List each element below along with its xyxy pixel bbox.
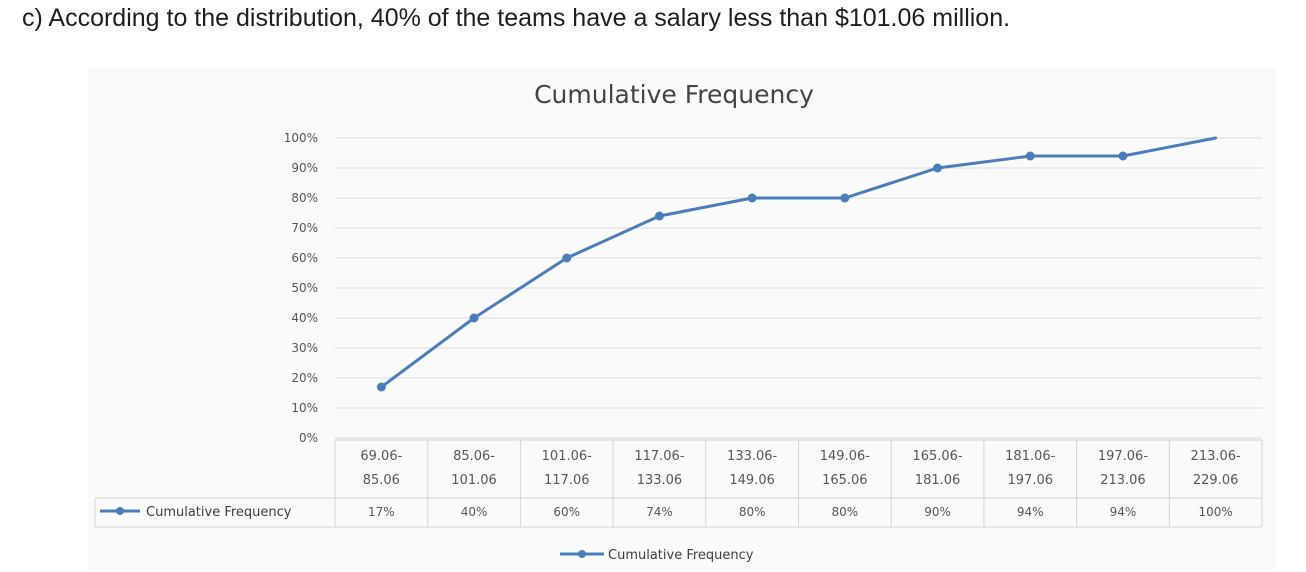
x-tick-label: 69.06- — [360, 449, 402, 464]
data-label: 17% — [368, 505, 395, 519]
x-tick-label: 165.06- — [912, 449, 962, 464]
table-row-header: Cumulative Frequency — [146, 505, 292, 520]
data-point — [747, 193, 757, 203]
data-label: 100% — [1198, 505, 1232, 519]
y-tick-label: 0% — [299, 431, 318, 445]
data-point — [1025, 151, 1035, 161]
data-point — [469, 313, 479, 323]
y-tick-label: 100% — [284, 131, 318, 145]
y-tick-label: 70% — [291, 221, 318, 235]
data-label: 60% — [553, 505, 580, 519]
legend-key-marker — [578, 550, 586, 558]
data-table: 69.06- 85.06 17% 85.06- 101.06 40% 101.06- 117.… — [94, 439, 1263, 528]
x-tick-label: 181.06 — [915, 473, 961, 488]
legend-label: Cumulative Frequency — [608, 548, 754, 563]
data-label: 40% — [461, 505, 488, 519]
legend: Cumulative Frequency — [560, 548, 754, 563]
x-tick-label: 149.06 — [729, 473, 775, 488]
y-axis-ticks: 0% 10% 20% 30% 40% 50% 60% 70% 80% 90% 100% — [284, 131, 318, 445]
series-layer — [376, 136, 1218, 392]
grid-lines — [335, 137, 1262, 439]
y-tick-label: 40% — [291, 311, 318, 325]
table-legend-key-marker — [116, 507, 124, 515]
x-tick-label: 213.06- — [1191, 449, 1241, 464]
y-tick-label: 30% — [291, 341, 318, 355]
chart-panel — [88, 68, 1276, 570]
data-point — [840, 193, 850, 203]
data-point — [1118, 151, 1128, 161]
data-label: 80% — [832, 505, 859, 519]
y-tick-label: 90% — [291, 161, 318, 175]
y-tick-label: 60% — [291, 251, 318, 265]
x-tick-label: 117.06- — [634, 449, 684, 464]
x-tick-label: 197.06- — [1098, 449, 1148, 464]
data-label: 94% — [1110, 505, 1137, 519]
x-tick-label: 101.06- — [542, 449, 592, 464]
y-tick-label: 80% — [291, 191, 318, 205]
x-tick-label: 229.06 — [1193, 473, 1239, 488]
x-tick-label: 101.06 — [451, 473, 497, 488]
y-tick-label: 50% — [291, 281, 318, 295]
y-tick-label: 10% — [291, 401, 318, 415]
question-text: c) According to the distribution, 40% of… — [22, 4, 1011, 32]
data-label: 74% — [646, 505, 673, 519]
data-label: 90% — [924, 505, 951, 519]
x-tick-label: 197.06 — [1008, 473, 1054, 488]
x-tick-label: 117.06 — [544, 473, 590, 488]
x-tick-label: 133.06- — [727, 449, 777, 464]
y-tick-label: 20% — [291, 371, 318, 385]
data-point — [376, 382, 386, 392]
data-label: 94% — [1017, 505, 1044, 519]
x-tick-label: 133.06 — [637, 473, 683, 488]
chart-title: Cumulative Frequency — [534, 80, 814, 109]
x-tick-label: 149.06- — [820, 449, 870, 464]
data-point — [933, 163, 943, 173]
x-tick-label: 165.06 — [822, 473, 868, 488]
x-tick-label: 85.06 — [363, 473, 400, 488]
series-line — [379, 136, 1218, 389]
x-tick-label: 213.06 — [1100, 473, 1146, 488]
x-tick-label: 181.06- — [1005, 449, 1055, 464]
data-point — [654, 211, 664, 221]
data-label: 80% — [739, 505, 766, 519]
data-point — [562, 253, 572, 263]
x-tick-label: 85.06- — [453, 449, 495, 464]
